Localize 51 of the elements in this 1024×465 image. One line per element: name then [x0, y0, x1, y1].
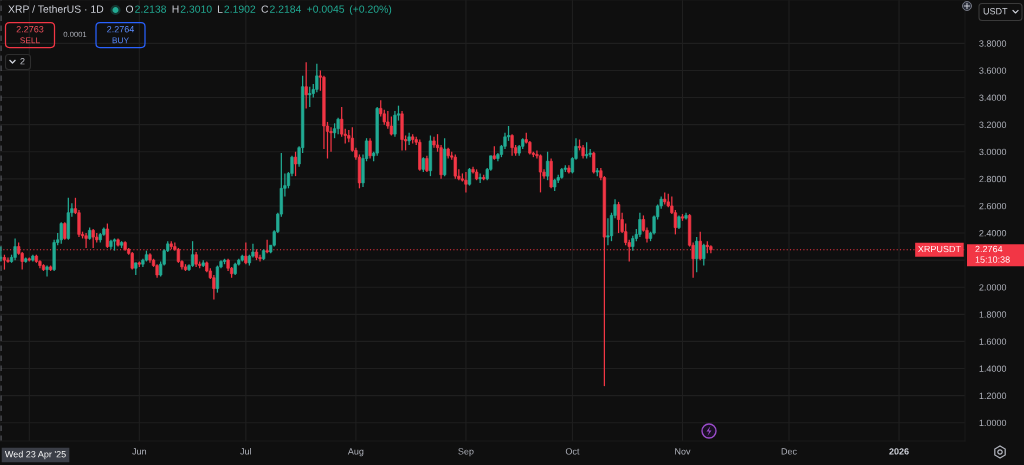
text: 15:10:38: [975, 256, 1010, 263]
x-tick-label: Jul: [240, 447, 251, 455]
candlestick: [13, 237, 17, 261]
candlestick: [215, 264, 220, 294]
y-tick-label: 3.0000: [979, 148, 1007, 156]
ref-line-label: XRPUSDT: [918, 245, 961, 253]
candlestick: [478, 172, 482, 184]
x-tick-label: Aug: [347, 448, 364, 457]
candlestick: [510, 133, 514, 157]
candlestick: [0, 245, 3, 263]
annotation: 2.2763: [16, 26, 44, 33]
ref-line-label: Wed 23 Apr '25: [4, 450, 66, 460]
y-tick-label: 2.0000: [979, 284, 1007, 291]
candlestick: [368, 137, 372, 160]
annotation: 2: [20, 58, 25, 65]
y-tick-label: 3.4000: [979, 94, 1007, 101]
text: 2.2764: [975, 245, 1003, 253]
x-tick-label: 2026: [889, 448, 909, 455]
candlestick: [702, 243, 706, 267]
candlestick: [464, 171, 468, 194]
annotation: SELL: [20, 37, 40, 44]
candlestick: [695, 236, 699, 273]
y-tick-label: 3.2000: [979, 121, 1007, 129]
candlestick: [393, 110, 397, 138]
x-tick-label: Dec: [781, 448, 797, 455]
candlestick: [304, 61, 308, 110]
text: USDT: [983, 8, 1008, 15]
candlestick: [638, 212, 642, 238]
x-tick-label: Oct: [565, 448, 580, 455]
y-tick-label: 1.6000: [979, 338, 1007, 345]
candlestick: [698, 231, 702, 261]
y-tick-label: 1.4000: [979, 365, 1007, 372]
annotation: BUY: [112, 37, 129, 44]
y-tick-label: 1.8000: [979, 311, 1007, 318]
y-tick-label: 2.8000: [979, 175, 1007, 183]
candlestick: [606, 217, 610, 246]
candlestick: [293, 151, 298, 177]
candlestick: [308, 86, 312, 108]
y-tick-label: 1.2000: [979, 392, 1007, 399]
candlestick: [616, 201, 621, 234]
x-tick-label: Jun: [132, 448, 147, 455]
y-tick-label: 3.6000: [979, 67, 1007, 74]
annotation: 2.2764: [107, 26, 135, 33]
x-tick-label: Nov: [675, 448, 691, 455]
chart-title: XRP / TetherUS · 1D: [8, 5, 104, 13]
y-tick-label: 3.8000: [979, 40, 1007, 47]
text: O2.2138 H2.3010 L2.1902 C2.2184 +0.0045 (+0.20%): [125, 5, 392, 15]
y-tick-label: 2.4000: [979, 230, 1007, 237]
y-tick-label: 2.6000: [979, 202, 1007, 210]
y-tick-label: 1.0000: [979, 419, 1007, 427]
x-tick-label: Sep: [458, 448, 474, 457]
